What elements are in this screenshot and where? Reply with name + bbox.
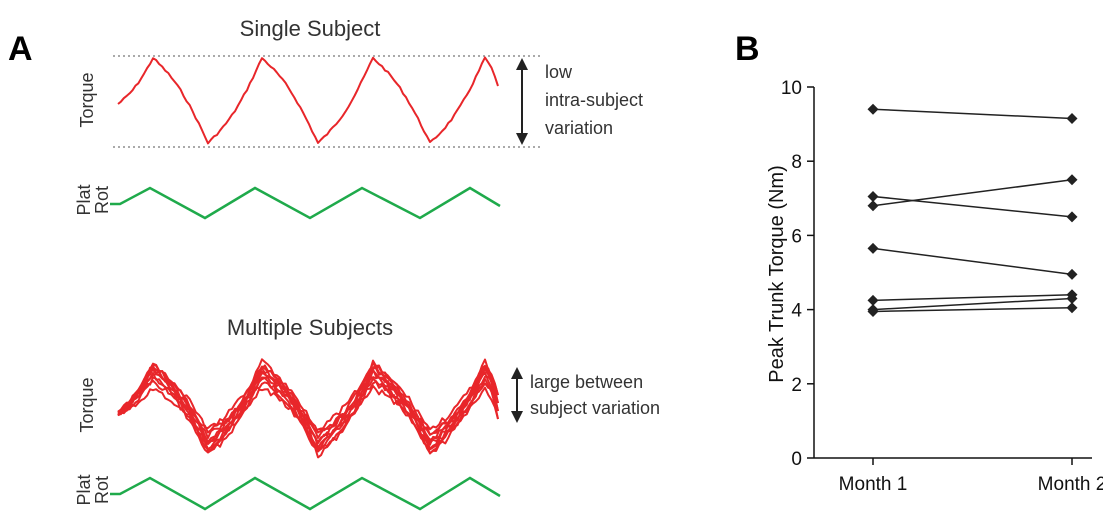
panel-a-letter: A: [8, 30, 33, 68]
subject-series: [867, 292, 1078, 316]
multiple-plat-label-2: Rot: [92, 476, 112, 504]
data-point-marker: [867, 305, 879, 317]
single-torque-label: Torque: [77, 72, 97, 127]
subject-series: [867, 242, 1078, 280]
x-tick-label: Month 2: [1038, 474, 1103, 495]
data-point-marker: [867, 190, 879, 202]
multiple-platform-rotation-trace: [110, 476, 501, 511]
single-plat-label-1: Plat: [74, 184, 94, 215]
panel-b: B Peak Trunk Torque (Nm) 0 2 4 6 8 10 Month 1 M…: [735, 30, 1103, 495]
y-axis-label: Peak Trunk Torque (Nm): [766, 165, 788, 383]
data-point-marker: [1066, 292, 1078, 304]
data-point-marker: [867, 294, 879, 306]
data-point-marker: [1066, 302, 1078, 314]
double-arrow-single: [516, 58, 528, 145]
y-tick-label: 8: [791, 152, 802, 173]
single-note-line-1: low: [545, 62, 573, 82]
subject-torque-trace: [117, 372, 499, 455]
single-torque-trace: [117, 56, 499, 145]
chart-axes: 0 2 4 6 8 10 Month 1 Month 2: [781, 78, 1103, 495]
y-tick-label: 2: [791, 375, 802, 396]
data-point-marker: [1066, 113, 1078, 125]
y-tick-label: 4: [791, 301, 802, 322]
multiple-note-line-2: subject variation: [530, 398, 660, 418]
multiple-note-line-1: large between: [530, 372, 643, 392]
multiple-torque-label: Torque: [77, 377, 97, 432]
x-tick-label: Month 1: [839, 474, 908, 495]
subject-line: [872, 195, 1073, 218]
single-note-line-2: intra-subject: [545, 90, 643, 110]
data-point-marker: [1066, 211, 1078, 223]
data-point-marker: [867, 103, 879, 115]
data-point-marker: [1066, 268, 1078, 280]
chart-series: [867, 103, 1078, 317]
subject-line: [872, 294, 1073, 302]
subject-series: [867, 174, 1078, 212]
single-plat-label-2: Rot: [92, 186, 112, 214]
double-arrow-multiple: [511, 367, 523, 423]
multiple-subjects-title: Multiple Subjects: [227, 315, 393, 340]
single-platform-rotation-trace: [110, 186, 501, 220]
y-tick-label: 6: [791, 226, 802, 247]
subject-series: [867, 103, 1078, 125]
subject-torque-trace: [117, 363, 499, 434]
subject-torque-trace: [117, 384, 499, 444]
subject-torque-trace: [117, 368, 499, 451]
subject-line: [872, 108, 1073, 120]
subject-line: [872, 179, 1073, 207]
data-point-marker: [867, 200, 879, 212]
subject-series: [867, 190, 1078, 223]
single-subject-title: Single Subject: [240, 16, 381, 41]
single-note-line-3: variation: [545, 118, 613, 138]
y-tick-label: 0: [791, 449, 802, 470]
panel-b-letter: B: [735, 30, 760, 68]
multiple-plat-label-1: Plat: [74, 474, 94, 505]
y-tick-label: 10: [781, 78, 802, 99]
data-point-marker: [867, 242, 879, 254]
subject-line: [872, 297, 1073, 311]
multiple-torque-traces: [117, 358, 499, 459]
data-point-marker: [1066, 174, 1078, 186]
subject-line: [872, 247, 1073, 276]
panel-a: A Single Subject Torque low intra-subjec…: [8, 16, 660, 511]
subject-series: [867, 302, 1078, 317]
subject-line: [872, 306, 1073, 313]
